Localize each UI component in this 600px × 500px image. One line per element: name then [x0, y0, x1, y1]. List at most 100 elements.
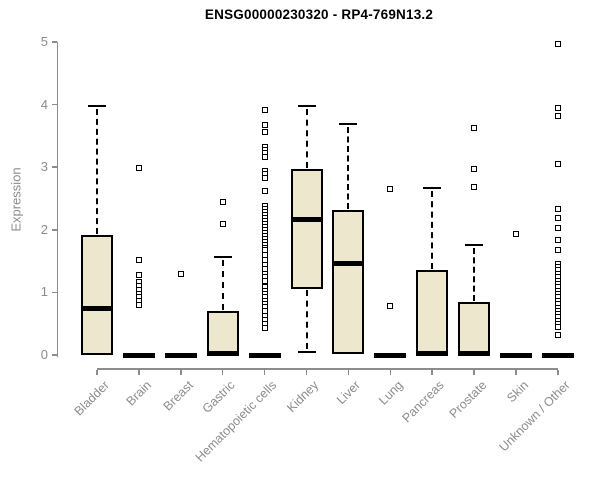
outlier-point: [554, 161, 561, 168]
outlier-point: [261, 128, 268, 135]
whisker-upper: [221, 260, 224, 310]
y-tick-label: 2: [40, 221, 48, 237]
outlier-point: [554, 214, 561, 221]
x-axis-tick: [557, 369, 559, 375]
outlier-point: [513, 230, 519, 237]
outlier-point: [261, 174, 268, 181]
whisker-cap-upper: [339, 123, 358, 125]
median-line: [206, 351, 239, 357]
x-tick-label: Lung: [375, 378, 406, 408]
x-tick-label: Bladder: [71, 378, 112, 419]
x-tick-label: Pancreas: [399, 378, 448, 426]
outlier-point: [177, 270, 184, 277]
box-gastric: [206, 310, 239, 355]
x-axis-tick: [263, 369, 266, 375]
outlier-point: [135, 256, 142, 263]
x-axis-tick: [138, 369, 140, 375]
whisker-upper: [96, 108, 98, 234]
x-tick-label: Skin: [503, 378, 531, 406]
whisker-upper: [347, 127, 350, 209]
box-prostate: [458, 302, 491, 355]
y-axis-tick: [51, 229, 57, 231]
median-line: [248, 352, 281, 358]
whisker-cap-upper: [297, 105, 316, 108]
outlier-point: [554, 247, 561, 254]
median-line: [164, 352, 197, 358]
outlier-point: [219, 220, 226, 227]
outlier-point: [387, 303, 394, 310]
median-line: [122, 352, 155, 358]
whisker-cap-upper: [423, 186, 442, 189]
outlier-point: [554, 224, 561, 231]
outlier-point: [261, 106, 268, 113]
median-line: [81, 306, 113, 312]
box-pancreas: [416, 270, 449, 355]
whisker-upper: [473, 247, 476, 302]
y-tick-label: 0: [40, 347, 48, 362]
y-axis-tick: [51, 291, 57, 294]
outlier-point: [261, 121, 268, 128]
chart-title: ENSG00000230320 - RP4-769N13.2: [204, 7, 434, 22]
x-axis-tick: [221, 369, 224, 375]
outlier-point: [261, 277, 268, 284]
outlier-point: [471, 184, 478, 191]
x-axis-tick: [473, 369, 475, 375]
y-tick-label: 5: [40, 34, 48, 49]
outlier-point: [261, 325, 268, 332]
whisker-cap-lower: [297, 350, 316, 353]
box-liver: [332, 209, 365, 354]
x-axis-tick: [515, 369, 517, 375]
outlier-point: [135, 301, 142, 308]
box-kidney: [290, 169, 323, 290]
outlier-point: [261, 187, 268, 194]
x-tick-label: Gastric: [199, 378, 238, 416]
whisker-cap-upper: [465, 243, 484, 246]
outlier-point: [219, 199, 226, 206]
median-line: [458, 351, 491, 357]
x-tick-label: Kidney: [284, 378, 322, 415]
x-tick-label: Hematopoietic cells: [192, 378, 280, 465]
outlier-point: [554, 237, 561, 244]
whisker-cap-upper: [88, 104, 106, 107]
y-axis-label: Expression: [8, 167, 24, 232]
x-axis-tick: [180, 369, 182, 375]
x-tick-label: Prostate: [446, 378, 490, 421]
y-tick-label: 1: [40, 284, 48, 300]
y-axis-tick: [51, 41, 57, 43]
x-tick-label: Liver: [334, 378, 364, 408]
median-line: [541, 352, 574, 358]
outlier-point: [554, 113, 561, 120]
outlier-point: [135, 165, 142, 172]
outlier-point: [135, 272, 142, 279]
outlier-point: [554, 105, 561, 112]
y-tick-label: 3: [40, 159, 48, 175]
outlier-point: [554, 331, 561, 338]
outlier-point: [471, 125, 478, 132]
median-line: [500, 352, 532, 358]
x-axis-tick: [305, 369, 308, 375]
median-line: [290, 216, 323, 222]
outlier-point: [387, 186, 394, 193]
outlier-point: [261, 153, 268, 160]
x-axis-line: [97, 368, 558, 370]
x-tick-label: Breast: [160, 378, 196, 414]
outlier-point: [554, 206, 561, 213]
y-axis-tick: [51, 354, 57, 356]
whisker-lower: [305, 290, 308, 349]
box-bladder: [81, 234, 113, 355]
y-axis-line: [56, 42, 58, 357]
y-axis-tick: [51, 166, 57, 168]
outlier-point: [554, 40, 561, 47]
whisker-upper: [305, 109, 308, 169]
y-axis-tick: [51, 103, 57, 106]
y-tick-label: 4: [40, 96, 48, 112]
x-tick-label: Brain: [123, 378, 154, 409]
x-axis-tick: [431, 369, 433, 375]
median-line: [332, 261, 365, 267]
x-axis-tick: [96, 369, 98, 375]
median-line: [374, 352, 407, 358]
outlier-point: [471, 166, 478, 173]
whisker-upper: [431, 190, 434, 270]
median-line: [416, 351, 449, 357]
